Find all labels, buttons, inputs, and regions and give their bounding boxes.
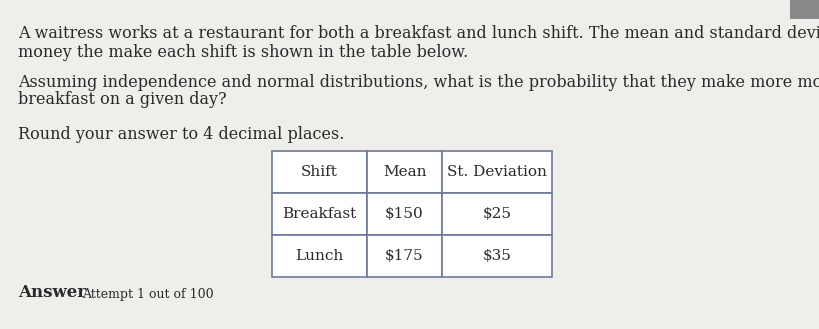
Text: $25: $25 <box>482 207 512 221</box>
Text: Shift: Shift <box>301 165 338 179</box>
Text: Assuming independence and normal distributions, what is the probability that the: Assuming independence and normal distrib… <box>18 74 819 91</box>
Text: Mean: Mean <box>382 165 426 179</box>
Bar <box>272 151 367 193</box>
Bar <box>442 193 552 235</box>
Text: $35: $35 <box>482 249 511 263</box>
Text: Attempt 1 out of 100: Attempt 1 out of 100 <box>82 288 214 301</box>
Bar <box>367 151 442 193</box>
Text: Round your answer to 4 decimal places.: Round your answer to 4 decimal places. <box>18 126 344 143</box>
Bar <box>790 0 819 19</box>
Text: A waitress works at a restaurant for both a breakfast and lunch shift. The mean : A waitress works at a restaurant for bot… <box>18 25 819 42</box>
Text: $150: $150 <box>385 207 424 221</box>
Text: breakfast on a given day?: breakfast on a given day? <box>18 91 227 108</box>
Bar <box>272 235 367 277</box>
Text: Answer: Answer <box>18 284 86 301</box>
Bar <box>272 193 367 235</box>
Text: Lunch: Lunch <box>296 249 344 263</box>
Bar <box>442 151 552 193</box>
Text: $175: $175 <box>385 249 423 263</box>
Text: St. Deviation: St. Deviation <box>447 165 547 179</box>
Bar <box>367 193 442 235</box>
Bar <box>367 235 442 277</box>
Text: money the make each shift is shown in the table below.: money the make each shift is shown in th… <box>18 44 468 61</box>
Text: Breakfast: Breakfast <box>283 207 356 221</box>
Bar <box>442 235 552 277</box>
